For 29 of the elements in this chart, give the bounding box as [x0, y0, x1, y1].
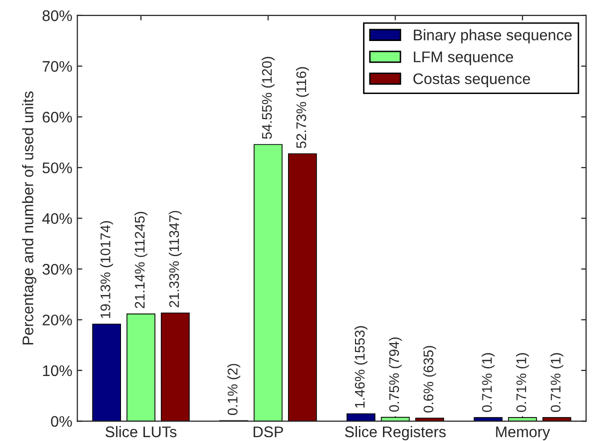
legend-label: Binary phase sequence — [414, 29, 572, 44]
y-tick-label: 40% — [42, 213, 72, 224]
x-tick-label: Memory — [496, 426, 550, 440]
legend-label: Costas sequence — [413, 73, 530, 88]
y-tick-label: 70% — [42, 61, 72, 72]
data-label: 0.6% (635) — [423, 346, 436, 412]
data-label: 0.75% (794) — [388, 337, 402, 412]
y-tick-label: 10% — [43, 365, 72, 376]
y-tick-label: 20% — [42, 314, 72, 326]
y-axis-title: Percentage and number of used units — [22, 91, 36, 344]
y-tick-label: 30% — [42, 264, 72, 275]
y-tick-label: 80% — [42, 10, 72, 22]
legend-label: LFM sequence — [414, 52, 514, 66]
y-tick-label: 0% — [51, 416, 72, 427]
y-tick-label: 50% — [42, 162, 72, 174]
data-label: 0.71% (1) — [550, 353, 564, 412]
data-label: 1.46% (1553) — [354, 326, 368, 408]
data-label: 19.13% (10174) — [100, 221, 114, 318]
data-label: 21.14% (11245) — [134, 212, 148, 308]
data-label: 52.73% (116) — [296, 67, 309, 148]
x-tick-label: Slice LUTs — [106, 426, 176, 438]
x-tick-label: Slice Registers — [345, 426, 446, 440]
data-label: 54.55% (120) — [262, 56, 275, 139]
data-label: 0.71% (1) — [482, 353, 495, 412]
y-tick-label: 60% — [42, 112, 72, 123]
data-label: 21.33% (11347) — [168, 210, 182, 308]
data-label: 0.71% (1) — [516, 353, 529, 412]
x-tick-label: DSP — [254, 426, 284, 438]
data-label: 0.1% (2) — [227, 364, 240, 416]
